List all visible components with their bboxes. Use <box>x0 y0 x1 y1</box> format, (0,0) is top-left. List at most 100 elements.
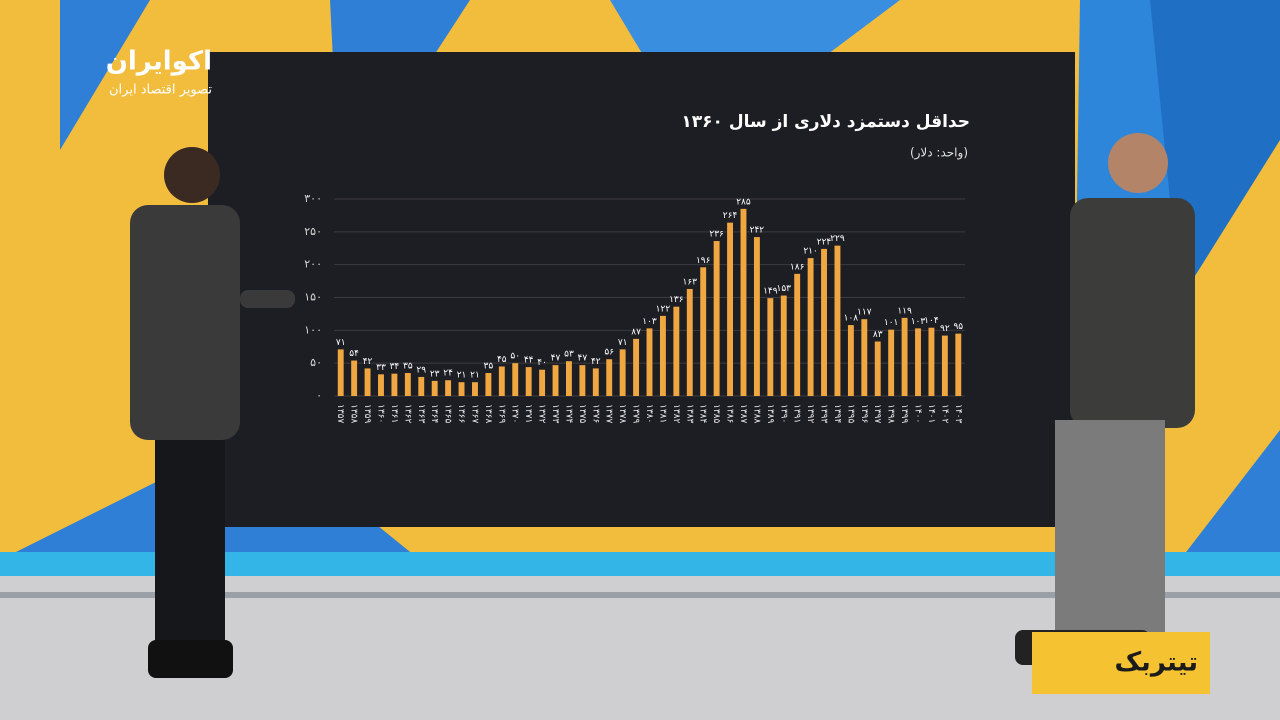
x-tick-label: ۱۳۵۹ <box>362 404 372 424</box>
bar <box>606 359 613 396</box>
data-label: ۱۸۶ <box>790 262 805 272</box>
bar <box>780 295 787 396</box>
x-tick-label: ۱۳۹۵ <box>845 404 855 424</box>
bar <box>485 373 492 396</box>
data-label: ۴۲ <box>591 357 601 367</box>
bar <box>498 366 505 396</box>
data-label: ۱۰۸ <box>844 314 859 324</box>
presenter-left <box>130 147 295 678</box>
bar <box>579 365 586 396</box>
data-label: ۲۸۵ <box>736 197 751 207</box>
bar <box>431 380 438 396</box>
bar <box>659 315 666 396</box>
stripe <box>60 0 150 150</box>
presenter-right <box>1015 133 1195 665</box>
data-label: ۱۰۳ <box>911 317 926 327</box>
data-label: ۴۰ <box>537 358 547 368</box>
data-label: ۵۳ <box>564 350 574 360</box>
x-tick-label: ۱۳۷۱ <box>523 404 533 423</box>
data-label: ۳۳ <box>376 363 386 373</box>
x-tick-label: ۱۳۶۳ <box>416 404 426 424</box>
x-tick-label: ۱۳۸۵ <box>711 404 721 424</box>
x-tick-label: ۱۳۷۴ <box>563 404 573 424</box>
bar <box>525 367 532 396</box>
x-tick-label: ۱۳۷۸ <box>617 404 627 424</box>
logo-tagline: تصویر اقتصاد ایران <box>109 83 212 98</box>
x-tick-label: ۱۳۹۱ <box>792 404 802 423</box>
data-label: ۴۵ <box>497 355 507 365</box>
plot: ۰ ۵۰ ۱۰۰ ۱۵۰ ۲۰۰ ۲۵۰ ۳۰۰ ۷۱ ۱۳۵۷ ۵۴ ۱۳۵۸ ۴۲ ۱۳۵۹ ۳۳ ۱۳… <box>304 192 965 424</box>
x-tick-label: ۱۳۹۰ <box>778 404 788 423</box>
x-tick-label: ۱۳۹۴ <box>832 404 842 424</box>
data-label: ۲۲۹ <box>830 234 845 244</box>
x-tick-label: ۱۴۰۰ <box>913 404 923 423</box>
data-label: ۱۵۳ <box>776 284 791 294</box>
y-tick-label: ۵۰ <box>310 356 322 369</box>
data-label: ۱۳۶ <box>669 295 684 305</box>
y-tick-label: ۳۰۰ <box>304 192 322 205</box>
bar <box>619 349 626 396</box>
y-tick-label: ۱۵۰ <box>304 291 322 304</box>
x-tick-label: ۱۳۸۸ <box>751 404 761 424</box>
data-label: ۵۴ <box>349 349 359 359</box>
bar <box>565 361 572 396</box>
logo-name: اکوایران <box>106 47 212 77</box>
data-label: ۱۲۲ <box>656 304 671 314</box>
bar <box>915 328 921 396</box>
data-label: ۵۶ <box>604 348 614 358</box>
x-tick-label: ۱۳۷۳ <box>550 404 560 424</box>
data-label: ۱۱۷ <box>857 308 872 318</box>
data-label: ۷۱ <box>618 338 628 348</box>
data-label: ۴۴ <box>524 356 534 366</box>
x-tick-label: ۱۳۷۶ <box>590 404 600 424</box>
bar <box>821 248 827 396</box>
data-label: ۲۶۴ <box>723 211 738 221</box>
bar <box>834 245 841 396</box>
y-tick-label: ۲۰۰ <box>304 258 322 271</box>
data-label: ۲۴۲ <box>750 226 765 236</box>
data-label: ۲۱۰ <box>803 247 818 257</box>
screen <box>208 52 1075 527</box>
x-tick-label: ۱۳۸۲ <box>671 404 681 424</box>
x-tick-label: ۱۳۸۴ <box>698 404 708 424</box>
bar <box>472 382 478 396</box>
data-label: ۸۷ <box>631 327 641 337</box>
x-tick-label: ۱۴۰۲ <box>939 404 949 424</box>
bar <box>646 328 653 396</box>
y-tick-label: ۱۰۰ <box>304 323 322 336</box>
bar <box>807 258 814 396</box>
data-label: ۹۲ <box>940 324 950 334</box>
x-tick-label: ۱۳۹۹ <box>899 404 909 424</box>
bar <box>351 360 358 396</box>
data-label: ۱۶۳ <box>683 277 698 287</box>
bar <box>700 267 707 396</box>
x-tick-label: ۱۳۹۲ <box>805 404 815 424</box>
bar <box>740 208 747 396</box>
x-tick-label: ۱۳۵۸ <box>349 404 359 424</box>
data-label: ۲۳ <box>430 369 440 379</box>
bar <box>928 327 935 396</box>
x-tick-label: ۱۳۸۷ <box>738 404 748 424</box>
x-tick-label: ۱۴۰۱ <box>926 404 936 423</box>
x-tick-label: ۱۳۶۱ <box>389 404 399 423</box>
x-tick-label: ۱۳۶۴ <box>429 404 439 424</box>
bar <box>713 241 720 396</box>
data-label: ۴۲ <box>363 357 373 367</box>
data-label: ۱۰۳ <box>642 317 657 327</box>
x-tick-label: ۱۳۷۷ <box>604 404 614 424</box>
bar <box>458 382 465 396</box>
x-tick-label: ۱۳۶۲ <box>402 404 412 424</box>
data-label: ۷۱ <box>336 338 346 348</box>
bar <box>391 373 398 396</box>
data-label: ۱۰۴ <box>924 316 939 326</box>
x-tick-label: ۱۳۹۶ <box>859 404 869 424</box>
badge-text: تیتربک <box>1114 648 1198 678</box>
bar <box>364 368 371 396</box>
data-label: ۲۲۴ <box>817 237 832 247</box>
data-label: ۳۵ <box>484 362 494 372</box>
bar <box>337 349 344 396</box>
data-label: ۱۴۹ <box>763 287 778 297</box>
bar <box>901 317 908 396</box>
data-label: ۲۴ <box>443 369 453 379</box>
